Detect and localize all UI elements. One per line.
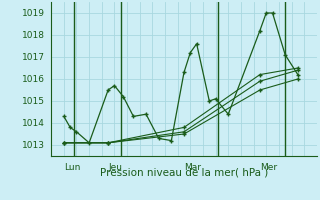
- Text: Mer: Mer: [260, 163, 277, 172]
- Text: Jeu: Jeu: [108, 163, 122, 172]
- Text: Lun: Lun: [64, 163, 80, 172]
- X-axis label: Pression niveau de la mer( hPa ): Pression niveau de la mer( hPa ): [100, 167, 268, 177]
- Text: Mar: Mar: [184, 163, 201, 172]
